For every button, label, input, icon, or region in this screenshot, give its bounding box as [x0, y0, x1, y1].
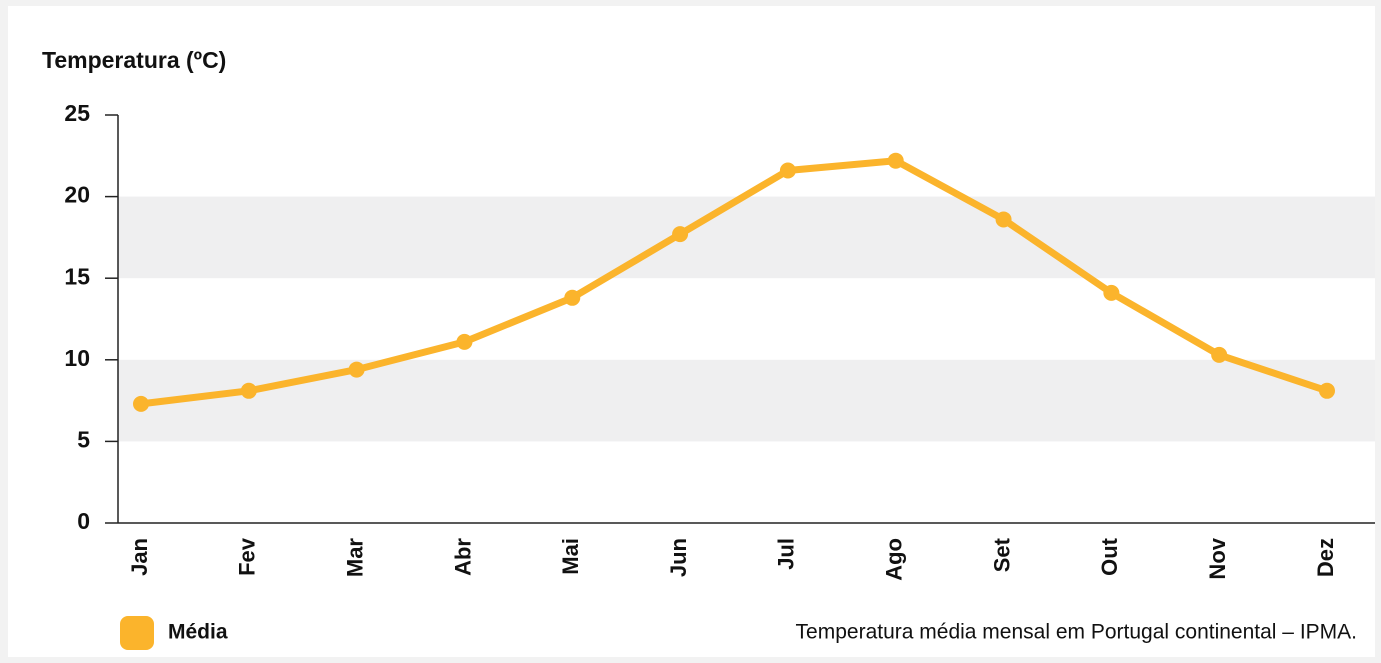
y-tick-label: 10 — [64, 345, 90, 371]
point — [1211, 346, 1228, 363]
y-tick-label: 15 — [64, 263, 90, 289]
y-tick-label: 0 — [77, 508, 90, 534]
grid-band — [118, 359, 1375, 442]
point — [995, 211, 1012, 228]
y-tick-label: 25 — [64, 100, 90, 126]
y-tick-label: 20 — [64, 182, 90, 208]
point — [779, 162, 796, 179]
panel — [8, 6, 1375, 657]
point — [887, 152, 904, 169]
point — [456, 333, 473, 350]
point — [348, 361, 365, 378]
point — [564, 289, 581, 306]
legend-swatch — [120, 616, 154, 650]
point — [240, 382, 257, 399]
x-tick-label: Dez — [1313, 538, 1338, 577]
line — [140, 157, 1329, 408]
point — [1319, 382, 1335, 399]
x-tick-label: Nov — [1205, 537, 1230, 579]
point — [672, 226, 689, 243]
grid-band — [118, 196, 1375, 279]
y-tick-label: 5 — [77, 426, 90, 452]
x-tick-label: Jul — [774, 538, 799, 570]
point — [133, 395, 149, 412]
point — [1103, 284, 1120, 301]
x-tick-label: Fev — [235, 537, 260, 576]
y-axis-label: Temperatura (ºC) — [42, 47, 226, 73]
x-tick-label: Mai — [558, 538, 583, 575]
x-tick-label: Jan — [127, 538, 152, 576]
legend-label: Média — [168, 621, 228, 644]
x-tick-label: Out — [1097, 537, 1122, 576]
x-tick-label: Jun — [666, 538, 691, 577]
x-tick-label: Set — [989, 537, 1014, 572]
x-tick-label: Abr — [450, 538, 475, 576]
x-tick-label: Ago — [882, 538, 907, 581]
x-tick-label: Mar — [342, 538, 367, 578]
source-note: Temperatura média mensal em Portugal con… — [796, 621, 1357, 644]
